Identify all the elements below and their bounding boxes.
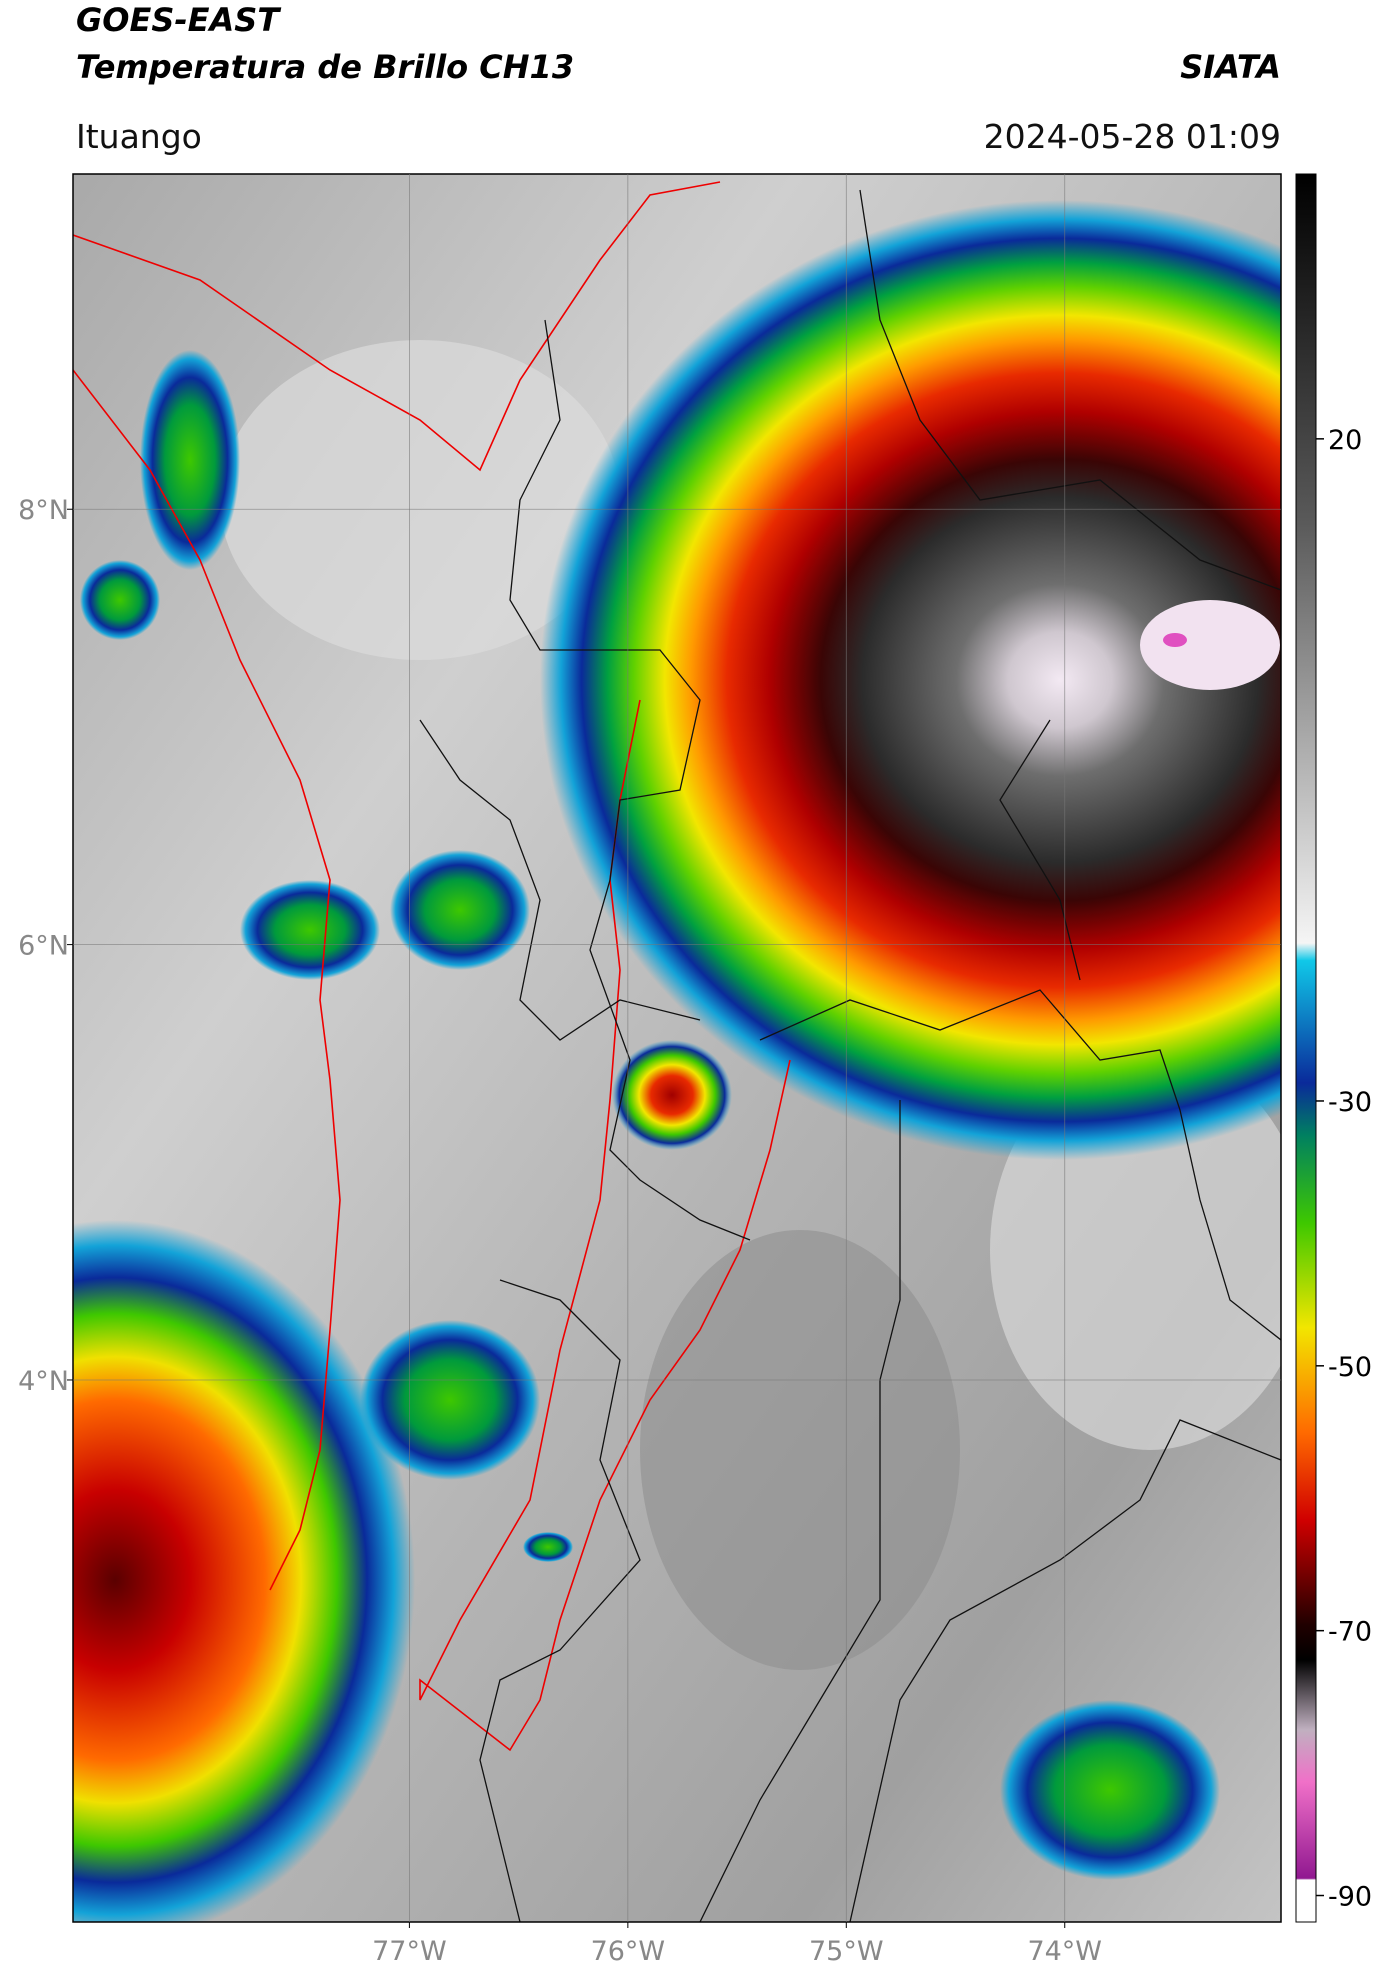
- x-tick-label: 77°W: [372, 1936, 447, 1967]
- subtitle: Temperatura de Brillo CH13: [76, 48, 574, 86]
- colorbar-tick-label: -50: [1328, 1352, 1372, 1383]
- satellite-image: [73, 174, 1281, 1922]
- map-frame: [72, 173, 1282, 1923]
- y-tick-label: 6°N: [18, 931, 69, 962]
- x-tick-label: 75°W: [809, 1936, 884, 1967]
- x-tick-label: 74°W: [1027, 1936, 1102, 1967]
- y-tick-label: 8°N: [18, 495, 69, 526]
- y-tick-label: 4°N: [18, 1366, 69, 1397]
- location: Ituango: [76, 117, 202, 156]
- colorbar: [1295, 173, 1317, 1923]
- colorbar-tick-label: -30: [1328, 1087, 1372, 1118]
- colorbar-tick-label: -70: [1328, 1617, 1372, 1648]
- source: SIATA: [1180, 48, 1281, 86]
- title: GOES-EAST: [76, 1, 281, 39]
- datetime: 2024-05-28 01:09: [984, 117, 1281, 156]
- x-tick-label: 76°W: [591, 1936, 666, 1967]
- colorbar-tick-label: -90: [1328, 1882, 1372, 1913]
- colorbar-tick-label: 20: [1328, 425, 1362, 456]
